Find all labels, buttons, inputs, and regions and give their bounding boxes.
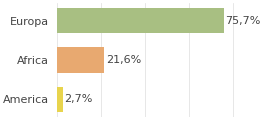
Text: 75,7%: 75,7%: [225, 16, 261, 26]
Text: 21,6%: 21,6%: [106, 55, 141, 65]
Text: 2,7%: 2,7%: [64, 94, 93, 104]
Bar: [57, 8, 224, 33]
Bar: [57, 87, 62, 112]
Bar: [57, 47, 104, 73]
